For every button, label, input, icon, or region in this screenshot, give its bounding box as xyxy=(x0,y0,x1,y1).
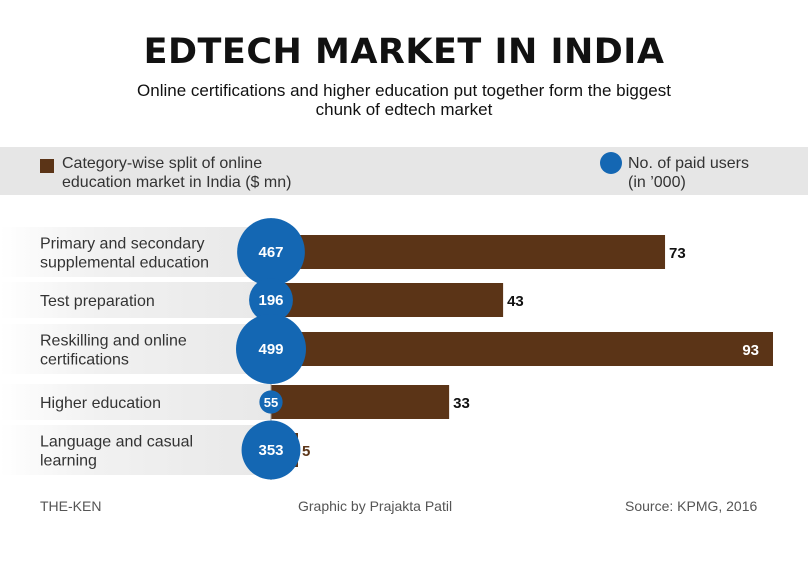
category-label: Reskilling and online certifications xyxy=(40,333,187,369)
subtitle-line-1: Online certifications and higher educati… xyxy=(137,81,671,100)
subtitle-line-2: chunk of edtech market xyxy=(315,100,493,119)
category-label: Test preparation xyxy=(40,293,155,310)
user-circle xyxy=(237,218,305,286)
legend-band xyxy=(0,147,808,195)
user-circle xyxy=(259,390,283,414)
category-band xyxy=(0,324,271,374)
category-label-line: learning xyxy=(40,453,97,470)
user-circle-label: 353 xyxy=(258,442,283,459)
category-label-line: Language and casual xyxy=(40,434,193,451)
category-band xyxy=(0,282,271,318)
footer-credit: Graphic by Prajakta Patil xyxy=(298,498,453,514)
category-band xyxy=(0,384,271,420)
bar-value-label: 93 xyxy=(742,342,759,359)
footer-brand: THE-KEN xyxy=(40,498,102,514)
bar xyxy=(271,235,666,269)
chart-subtitle: Online certifications and higher educati… xyxy=(0,81,808,119)
bar xyxy=(271,283,504,317)
user-circle xyxy=(249,278,293,322)
legend-bar-label-line-2: education market in India ($ mn) xyxy=(62,174,292,191)
legend-circle-swatch xyxy=(600,152,622,174)
legend-bar-swatch xyxy=(40,159,54,173)
legend-circle-label: No. of paid users (in ’000) xyxy=(628,154,798,192)
category-label-line: Test preparation xyxy=(40,293,155,310)
user-circle xyxy=(236,314,306,384)
category-label-line: Primary and secondary xyxy=(40,236,205,253)
chart-title: EDTECH MARKET IN INDIA xyxy=(143,32,665,72)
category-label-line: certifications xyxy=(40,352,129,369)
category-label: Higher education xyxy=(40,395,161,412)
legend-bar-label: Category-wise split of online education … xyxy=(62,154,342,192)
category-label-line: supplemental education xyxy=(40,255,209,272)
footer-source: Source: KPMG, 2016 xyxy=(625,498,758,514)
legend-circle-label-line-2: (in ’000) xyxy=(628,174,686,191)
category-label: Primary and secondary supplemental educat… xyxy=(40,236,209,272)
category-band xyxy=(0,425,271,475)
bar-value-label: 73 xyxy=(669,245,686,262)
bar-value-label: 43 xyxy=(507,293,524,310)
user-circle-label: 55 xyxy=(264,395,278,410)
user-circle xyxy=(241,420,301,480)
bar-value-label: 33 xyxy=(453,395,470,412)
category-label-line: Higher education xyxy=(40,395,161,412)
category-label: Language and casual learning xyxy=(40,434,193,470)
user-circle-label: 196 xyxy=(258,292,283,309)
category-label-line: Reskilling and online xyxy=(40,333,187,350)
user-circle-label: 499 xyxy=(258,341,283,358)
user-circle-label: 467 xyxy=(258,244,283,261)
bar xyxy=(271,385,450,419)
legend-circle-label-line-1: No. of paid users xyxy=(628,155,749,172)
legend-bar-label-line-1: Category-wise split of online xyxy=(62,155,263,172)
bar-value-label: 5 xyxy=(302,443,310,460)
bar xyxy=(271,332,773,366)
category-band xyxy=(0,227,271,277)
